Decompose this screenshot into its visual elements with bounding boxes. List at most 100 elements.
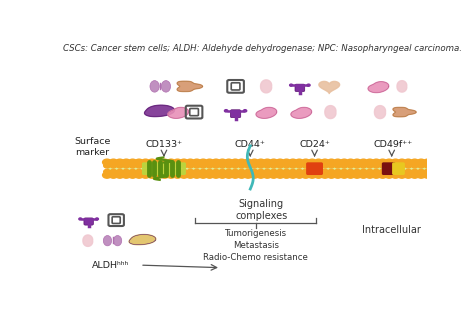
Circle shape [238,169,245,174]
Circle shape [341,169,347,174]
Circle shape [276,159,284,165]
Circle shape [245,163,251,168]
Circle shape [327,172,336,178]
Circle shape [404,159,413,165]
Circle shape [399,163,405,168]
Circle shape [129,169,136,174]
Polygon shape [261,80,272,93]
Circle shape [243,110,246,112]
Circle shape [168,163,174,168]
Circle shape [320,172,329,178]
Circle shape [295,172,304,178]
Circle shape [244,172,253,178]
Polygon shape [374,106,385,119]
Circle shape [283,169,290,174]
Circle shape [322,169,328,174]
Polygon shape [325,106,336,119]
Circle shape [429,159,438,165]
FancyBboxPatch shape [84,218,93,225]
Circle shape [187,163,194,168]
Circle shape [404,172,413,178]
Circle shape [424,169,431,174]
Circle shape [206,163,213,168]
Circle shape [225,110,228,112]
Circle shape [102,159,111,165]
Circle shape [213,163,219,168]
Text: Signaling
complexes: Signaling complexes [235,199,287,221]
Circle shape [135,159,144,165]
Circle shape [211,159,220,165]
Circle shape [250,172,259,178]
Circle shape [160,172,169,178]
Circle shape [295,159,304,165]
Circle shape [379,163,386,168]
Circle shape [289,159,297,165]
Circle shape [200,163,207,168]
Circle shape [168,169,174,174]
Text: CD49f⁺⁺: CD49f⁺⁺ [374,140,413,149]
Circle shape [110,163,117,168]
Circle shape [314,159,323,165]
Circle shape [251,163,258,168]
FancyBboxPatch shape [307,163,322,174]
Circle shape [95,218,99,220]
Circle shape [128,159,137,165]
Circle shape [257,163,264,168]
FancyBboxPatch shape [383,163,395,174]
Circle shape [410,159,419,165]
Circle shape [269,172,278,178]
Circle shape [309,169,316,174]
Circle shape [296,169,302,174]
FancyBboxPatch shape [230,110,241,118]
Circle shape [378,159,387,165]
Circle shape [109,172,118,178]
Circle shape [359,172,368,178]
Circle shape [283,163,290,168]
Circle shape [102,172,111,178]
Circle shape [277,169,283,174]
Circle shape [269,159,278,165]
Circle shape [213,169,219,174]
Circle shape [359,159,368,165]
Circle shape [290,169,296,174]
Circle shape [232,163,238,168]
Text: Tumorigenesis
Metastasis
Radio-Chemo resistance: Tumorigenesis Metastasis Radio-Chemo res… [203,229,308,262]
Circle shape [237,172,246,178]
Circle shape [347,163,354,168]
Circle shape [417,172,426,178]
Polygon shape [177,81,202,92]
Circle shape [307,84,310,86]
Circle shape [372,172,381,178]
Circle shape [314,172,323,178]
Circle shape [335,169,341,174]
Circle shape [193,163,200,168]
Polygon shape [83,235,93,246]
Circle shape [231,172,240,178]
Circle shape [391,159,400,165]
Circle shape [431,169,437,174]
Circle shape [226,163,232,168]
Circle shape [218,159,227,165]
Circle shape [386,169,392,174]
Polygon shape [256,108,277,118]
Circle shape [148,169,155,174]
Text: CD24⁺: CD24⁺ [299,140,330,149]
Circle shape [256,159,265,165]
Circle shape [224,172,233,178]
Text: Surface
marker: Surface marker [74,137,110,157]
Circle shape [250,159,259,165]
Circle shape [346,159,355,165]
Circle shape [244,159,253,165]
Circle shape [328,169,335,174]
Circle shape [340,172,348,178]
Circle shape [224,159,233,165]
Circle shape [219,169,226,174]
Circle shape [354,169,360,174]
Circle shape [115,172,124,178]
Circle shape [192,159,201,165]
FancyBboxPatch shape [295,84,305,92]
Text: ALDHʰʰʰ: ALDHʰʰʰ [92,261,129,270]
Circle shape [129,163,136,168]
Circle shape [301,159,310,165]
Circle shape [290,163,296,168]
